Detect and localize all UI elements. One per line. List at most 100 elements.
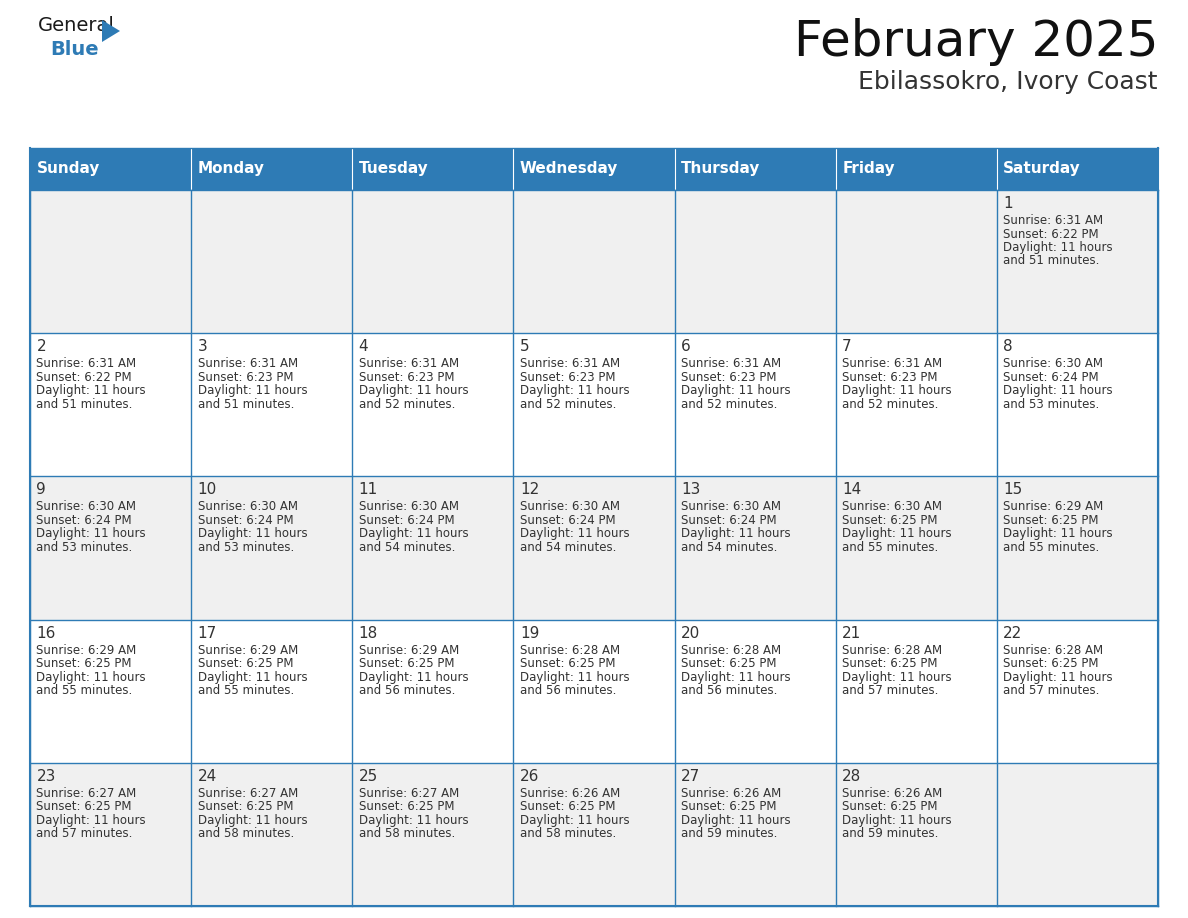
Bar (513, 620, 675, 763)
Text: Sunrise: 6:28 AM: Sunrise: 6:28 AM (681, 644, 782, 656)
Text: and 51 minutes.: and 51 minutes. (37, 397, 133, 410)
Text: 14: 14 (842, 482, 861, 498)
Text: Sunrise: 6:30 AM: Sunrise: 6:30 AM (681, 500, 781, 513)
Bar (353, 333, 513, 476)
Text: and 54 minutes.: and 54 minutes. (681, 541, 777, 554)
Text: Sunrise: 6:30 AM: Sunrise: 6:30 AM (359, 500, 459, 513)
Text: Sunrise: 6:28 AM: Sunrise: 6:28 AM (842, 644, 942, 656)
Bar (513, 148, 675, 190)
Text: Sunrise: 6:31 AM: Sunrise: 6:31 AM (520, 357, 620, 370)
Text: Sunrise: 6:29 AM: Sunrise: 6:29 AM (359, 644, 459, 656)
Bar (835, 148, 997, 190)
Text: Daylight: 11 hours: Daylight: 11 hours (842, 813, 952, 827)
Bar (513, 763, 675, 906)
Text: Sunset: 6:24 PM: Sunset: 6:24 PM (1004, 371, 1099, 384)
Text: and 58 minutes.: and 58 minutes. (197, 827, 293, 840)
Text: Sunrise: 6:27 AM: Sunrise: 6:27 AM (359, 787, 459, 800)
Bar (353, 476, 513, 620)
Text: 11: 11 (359, 482, 378, 498)
Text: Daylight: 11 hours: Daylight: 11 hours (37, 385, 146, 397)
Text: Daylight: 11 hours: Daylight: 11 hours (681, 813, 791, 827)
Text: Sunset: 6:24 PM: Sunset: 6:24 PM (197, 514, 293, 527)
Text: Daylight: 11 hours: Daylight: 11 hours (520, 671, 630, 684)
Text: 1: 1 (1004, 196, 1013, 211)
Text: and 53 minutes.: and 53 minutes. (37, 541, 133, 554)
Text: Sunset: 6:23 PM: Sunset: 6:23 PM (359, 371, 454, 384)
Text: Sunrise: 6:31 AM: Sunrise: 6:31 AM (359, 357, 459, 370)
Bar (191, 476, 353, 620)
Text: Sunrise: 6:31 AM: Sunrise: 6:31 AM (681, 357, 782, 370)
Text: 27: 27 (681, 768, 700, 784)
Text: Sunrise: 6:31 AM: Sunrise: 6:31 AM (197, 357, 298, 370)
Text: Sunrise: 6:30 AM: Sunrise: 6:30 AM (1004, 357, 1104, 370)
Text: Sunday: Sunday (37, 162, 100, 176)
Text: 16: 16 (37, 625, 56, 641)
Text: Sunset: 6:22 PM: Sunset: 6:22 PM (1004, 228, 1099, 241)
Text: Sunset: 6:25 PM: Sunset: 6:25 PM (842, 514, 937, 527)
Text: Sunset: 6:23 PM: Sunset: 6:23 PM (842, 371, 937, 384)
Text: Sunset: 6:25 PM: Sunset: 6:25 PM (197, 657, 293, 670)
Text: 4: 4 (359, 339, 368, 354)
Text: and 57 minutes.: and 57 minutes. (842, 684, 939, 697)
Text: 28: 28 (842, 768, 861, 784)
Text: Sunrise: 6:31 AM: Sunrise: 6:31 AM (1004, 214, 1104, 227)
Text: Daylight: 11 hours: Daylight: 11 hours (37, 671, 146, 684)
Text: 20: 20 (681, 625, 700, 641)
Text: Sunset: 6:25 PM: Sunset: 6:25 PM (842, 657, 937, 670)
Text: Sunrise: 6:29 AM: Sunrise: 6:29 AM (1004, 500, 1104, 513)
Text: Sunrise: 6:26 AM: Sunrise: 6:26 AM (681, 787, 782, 800)
Text: Sunrise: 6:29 AM: Sunrise: 6:29 AM (197, 644, 298, 656)
Text: Sunset: 6:25 PM: Sunset: 6:25 PM (37, 800, 132, 813)
Text: 23: 23 (37, 768, 56, 784)
Text: Sunrise: 6:28 AM: Sunrise: 6:28 AM (1004, 644, 1104, 656)
Text: Sunset: 6:24 PM: Sunset: 6:24 PM (520, 514, 615, 527)
Text: Sunset: 6:25 PM: Sunset: 6:25 PM (1004, 657, 1099, 670)
Bar (191, 148, 353, 190)
Bar (997, 148, 1158, 190)
Text: Sunset: 6:25 PM: Sunset: 6:25 PM (359, 657, 454, 670)
Text: Blue: Blue (50, 40, 99, 59)
Text: 22: 22 (1004, 625, 1023, 641)
Text: 13: 13 (681, 482, 701, 498)
Text: Daylight: 11 hours: Daylight: 11 hours (359, 671, 468, 684)
Text: Daylight: 11 hours: Daylight: 11 hours (1004, 671, 1113, 684)
Bar (191, 763, 353, 906)
Text: Sunset: 6:25 PM: Sunset: 6:25 PM (681, 800, 777, 813)
Text: and 57 minutes.: and 57 minutes. (1004, 684, 1100, 697)
Bar (835, 333, 997, 476)
Text: Sunset: 6:25 PM: Sunset: 6:25 PM (842, 800, 937, 813)
Text: Daylight: 11 hours: Daylight: 11 hours (1004, 385, 1113, 397)
Bar (997, 620, 1158, 763)
Text: 10: 10 (197, 482, 217, 498)
Text: and 58 minutes.: and 58 minutes. (359, 827, 455, 840)
Bar (30, 148, 191, 190)
Text: 24: 24 (197, 768, 217, 784)
Text: and 59 minutes.: and 59 minutes. (842, 827, 939, 840)
Text: Daylight: 11 hours: Daylight: 11 hours (37, 813, 146, 827)
Text: 21: 21 (842, 625, 861, 641)
Text: Daylight: 11 hours: Daylight: 11 hours (197, 671, 308, 684)
Bar (353, 148, 513, 190)
Bar (30, 620, 191, 763)
Text: and 53 minutes.: and 53 minutes. (197, 541, 293, 554)
Bar (191, 620, 353, 763)
Bar (675, 476, 835, 620)
Bar (675, 763, 835, 906)
Text: Sunset: 6:23 PM: Sunset: 6:23 PM (681, 371, 777, 384)
Text: and 51 minutes.: and 51 minutes. (197, 397, 293, 410)
Text: and 55 minutes.: and 55 minutes. (1004, 541, 1100, 554)
Text: and 52 minutes.: and 52 minutes. (520, 397, 617, 410)
Text: Sunrise: 6:27 AM: Sunrise: 6:27 AM (197, 787, 298, 800)
Text: Wednesday: Wednesday (520, 162, 618, 176)
Text: Daylight: 11 hours: Daylight: 11 hours (520, 528, 630, 541)
Text: and 56 minutes.: and 56 minutes. (520, 684, 617, 697)
Text: 2: 2 (37, 339, 46, 354)
Bar (675, 148, 835, 190)
Text: 12: 12 (520, 482, 539, 498)
Bar (997, 333, 1158, 476)
Text: Sunset: 6:23 PM: Sunset: 6:23 PM (197, 371, 293, 384)
Text: Sunrise: 6:27 AM: Sunrise: 6:27 AM (37, 787, 137, 800)
Bar (30, 763, 191, 906)
Text: Monday: Monday (197, 162, 265, 176)
Bar (835, 763, 997, 906)
